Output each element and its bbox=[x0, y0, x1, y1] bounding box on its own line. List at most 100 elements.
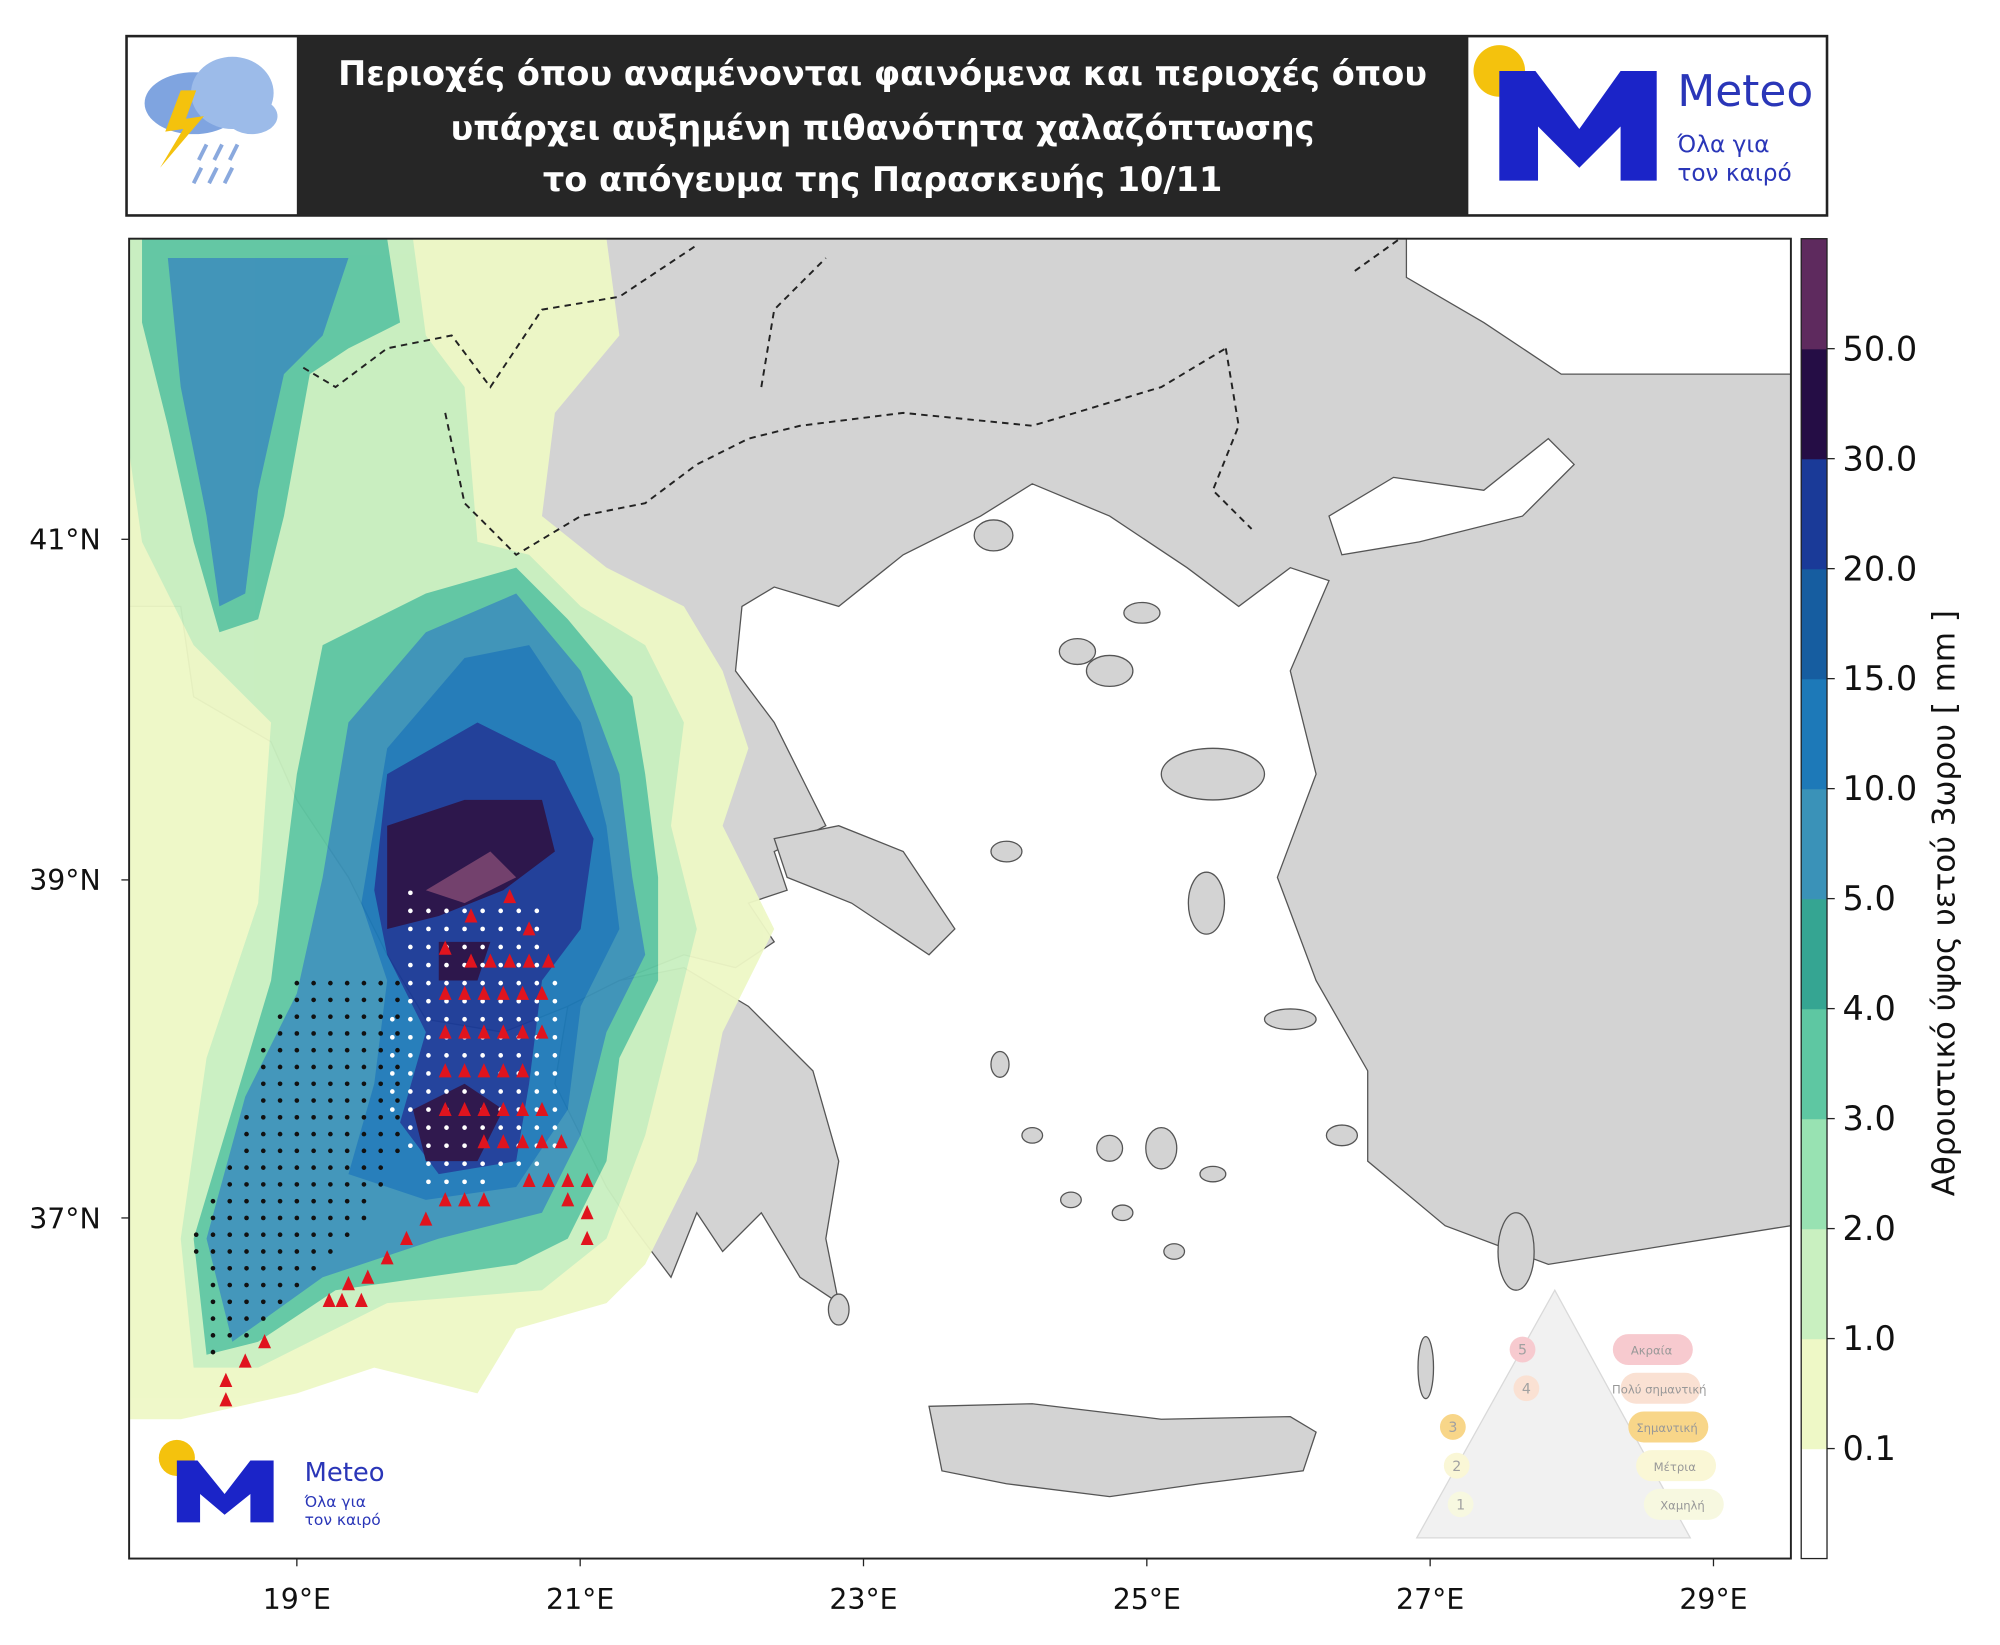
dot bbox=[378, 980, 384, 986]
dot bbox=[426, 980, 431, 986]
dot bbox=[277, 1131, 283, 1137]
hail-marker bbox=[219, 1392, 233, 1407]
dot bbox=[294, 1148, 300, 1154]
dot bbox=[328, 1148, 333, 1154]
dot bbox=[294, 1131, 300, 1137]
dot bbox=[361, 1014, 367, 1019]
dot bbox=[534, 1016, 540, 1022]
dot bbox=[426, 1179, 431, 1185]
dot bbox=[378, 1114, 384, 1120]
dot bbox=[444, 1143, 449, 1149]
dot bbox=[210, 1265, 216, 1271]
dot bbox=[408, 1107, 413, 1112]
dot bbox=[426, 1107, 431, 1112]
dot bbox=[344, 980, 350, 986]
dot bbox=[294, 1182, 300, 1187]
lat-label: 41°N bbox=[29, 524, 101, 557]
dot bbox=[426, 962, 431, 968]
dot bbox=[244, 1198, 249, 1204]
dot bbox=[480, 980, 485, 986]
dot bbox=[260, 1232, 266, 1238]
dot bbox=[480, 1016, 485, 1022]
map-logo: Meteo Όλα για τον καιρό bbox=[152, 1429, 411, 1533]
dot bbox=[277, 1282, 283, 1288]
dot bbox=[227, 1299, 233, 1305]
dot bbox=[210, 1215, 216, 1221]
colorbar-segment bbox=[1801, 678, 1828, 790]
dot bbox=[480, 944, 485, 950]
dot bbox=[294, 1047, 300, 1053]
dot bbox=[277, 1215, 283, 1221]
dot bbox=[260, 1114, 266, 1120]
dot bbox=[361, 1098, 367, 1103]
dot bbox=[311, 1265, 316, 1271]
dot bbox=[328, 1047, 333, 1053]
hail-marker bbox=[322, 1292, 336, 1307]
dot bbox=[244, 1299, 249, 1305]
dot bbox=[389, 1034, 395, 1040]
dot bbox=[210, 1249, 216, 1254]
dot bbox=[389, 1107, 395, 1112]
dot bbox=[462, 1143, 467, 1149]
black-sea bbox=[1405, 238, 1791, 375]
dot bbox=[408, 962, 413, 968]
dot bbox=[328, 1182, 333, 1187]
dot bbox=[210, 1333, 216, 1338]
logo-brand: Meteo bbox=[305, 1458, 385, 1488]
hail-marker bbox=[522, 1172, 536, 1187]
hail-marker bbox=[419, 1211, 433, 1226]
colorbar-segment bbox=[1801, 238, 1828, 350]
dot bbox=[395, 1014, 400, 1019]
header-logo: Meteo Όλα για τον καιρό bbox=[1473, 45, 1813, 187]
dot bbox=[344, 1047, 350, 1053]
dot bbox=[328, 1098, 333, 1103]
dot bbox=[260, 1148, 266, 1154]
hail-marker bbox=[258, 1334, 272, 1349]
marmara-sea bbox=[1328, 437, 1576, 556]
dot bbox=[426, 998, 431, 1004]
dot bbox=[426, 1143, 431, 1149]
dot bbox=[395, 1081, 400, 1087]
dot bbox=[344, 1014, 350, 1019]
dot bbox=[462, 998, 467, 1004]
dot bbox=[444, 926, 449, 932]
dot bbox=[389, 1071, 395, 1076]
colorbar-segment bbox=[1801, 568, 1828, 680]
dot bbox=[328, 1031, 333, 1036]
dot bbox=[244, 1165, 249, 1170]
dot bbox=[227, 1316, 233, 1321]
dot bbox=[210, 1316, 216, 1321]
dot bbox=[378, 1148, 384, 1154]
hail-marker bbox=[477, 1101, 491, 1117]
dot bbox=[277, 1081, 283, 1087]
colorbar-label: 30.0 bbox=[1842, 439, 1917, 478]
dot bbox=[516, 980, 522, 986]
hail-marker bbox=[477, 1134, 491, 1149]
dot bbox=[408, 1053, 413, 1058]
hail-marker bbox=[541, 1172, 555, 1187]
dot bbox=[294, 1282, 300, 1288]
dot bbox=[227, 1198, 233, 1204]
dot bbox=[311, 1249, 316, 1254]
dot bbox=[395, 1148, 400, 1154]
dot bbox=[462, 1089, 467, 1094]
dot bbox=[328, 1081, 333, 1087]
dot bbox=[534, 980, 540, 986]
dot bbox=[378, 1047, 384, 1053]
dot bbox=[260, 1182, 266, 1187]
lon-label: 27°E bbox=[1396, 1583, 1464, 1616]
dot bbox=[444, 1125, 449, 1130]
dot bbox=[534, 926, 540, 932]
colorbar-label: 1.0 bbox=[1842, 1319, 1895, 1358]
dot bbox=[462, 1016, 467, 1022]
dot bbox=[210, 1349, 216, 1355]
dot bbox=[277, 1148, 283, 1154]
hail-marker bbox=[438, 1024, 452, 1039]
risk-badge bbox=[1513, 1375, 1540, 1402]
dot bbox=[311, 1064, 316, 1070]
dot bbox=[408, 944, 413, 950]
dot bbox=[294, 1064, 300, 1070]
hail-marker bbox=[458, 1063, 472, 1078]
dot bbox=[260, 1098, 266, 1103]
logo-tagline: τον καιρό bbox=[1677, 160, 1791, 187]
